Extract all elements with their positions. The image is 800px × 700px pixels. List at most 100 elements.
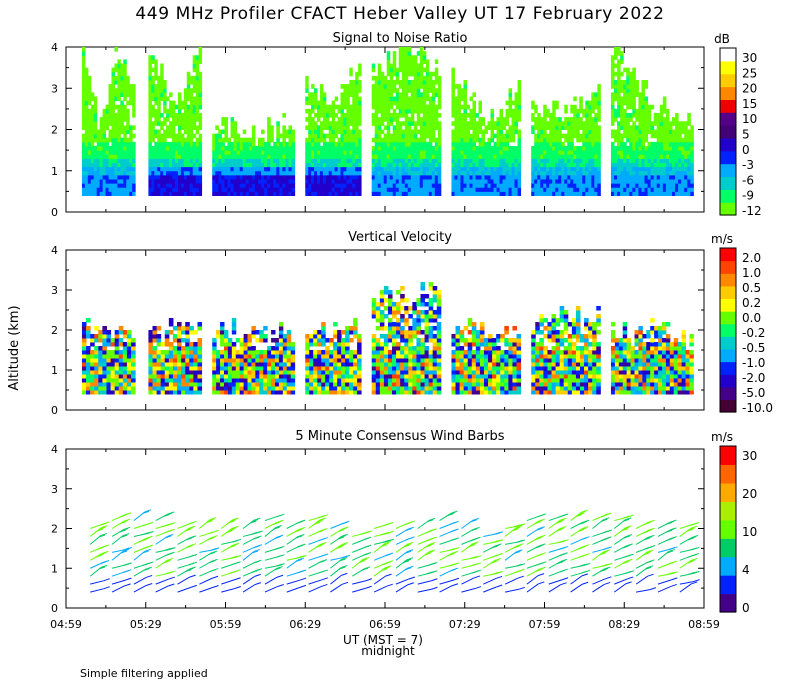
- wind-barb-flag: [603, 517, 610, 521]
- wind-barb-flag: [559, 553, 566, 557]
- colorbar-label: -5.0: [742, 386, 765, 400]
- wind-barb-flag: [210, 517, 217, 521]
- wind-barb: [330, 583, 343, 593]
- wind-barb: [177, 576, 190, 585]
- wind-barb-flag: [142, 550, 149, 554]
- colorbar-label: 0.0: [742, 311, 761, 325]
- wind-barb-flag: [425, 544, 432, 548]
- wind-barb-flag: [559, 517, 567, 521]
- wind-barb-flag: [451, 510, 458, 514]
- wind-barb-flag: [514, 550, 521, 554]
- wind-barb-flag: [686, 528, 694, 532]
- colorbar-swatch: [720, 176, 736, 190]
- wind-barb-flag: [516, 539, 523, 543]
- wind-barb: [657, 585, 671, 593]
- wind-barb-flag: [452, 577, 460, 581]
- wind-barb-flag: [360, 531, 368, 535]
- colorbar-swatch: [720, 336, 736, 350]
- wind-barb-flag: [228, 528, 235, 532]
- panel-title-1: Signal to Noise Ratio: [333, 31, 468, 46]
- colorbar-swatch: [720, 48, 736, 62]
- wind-barb-flag: [559, 546, 566, 550]
- colorbar-label: -10.0: [742, 401, 773, 415]
- wind-barb-flag: [319, 537, 326, 541]
- wind-barb: [199, 577, 213, 585]
- wind-barb-flag: [362, 545, 370, 549]
- wind-barb-flag: [254, 517, 261, 521]
- wind-barb-flag: [517, 575, 524, 579]
- wind-barb-flag: [337, 536, 344, 540]
- wind-barb-flag: [538, 581, 545, 585]
- wind-barbs: [89, 509, 700, 593]
- wind-barb-flag: [100, 532, 108, 536]
- wind-barb: [90, 588, 104, 593]
- wind-barb-flag: [450, 521, 457, 525]
- wind-barb-flag: [625, 581, 632, 585]
- wind-barb-flag: [536, 527, 543, 531]
- y-tick-label: 3: [51, 284, 58, 297]
- wind-barb-flag: [622, 515, 630, 519]
- wind-barb-flag: [428, 549, 436, 553]
- wind-barb-flag: [624, 559, 631, 563]
- wind-barb-flag: [313, 522, 320, 526]
- wind-barb-flag: [403, 544, 410, 548]
- wind-barb-flag: [95, 547, 103, 551]
- wind-barb: [242, 575, 255, 585]
- colorbar-frame-2: [719, 247, 737, 413]
- wind-barb-flag: [690, 525, 698, 529]
- wind-barb-flag: [623, 526, 630, 530]
- wind-barb-flag: [321, 577, 329, 581]
- colorbar-swatch: [720, 73, 736, 88]
- y-tick-label: 4: [51, 244, 58, 257]
- wind-barb-flag: [404, 550, 412, 554]
- wind-barb: [395, 578, 410, 585]
- wind-barb-flag: [272, 522, 280, 525]
- wind-barb-flag: [165, 552, 173, 556]
- wind-barb: [548, 584, 561, 593]
- wind-barb: [526, 583, 539, 593]
- wind-barb-flag: [560, 525, 567, 529]
- wind-barb-flag: [582, 581, 589, 585]
- wind-barb-flag: [339, 558, 346, 562]
- wind-barb-flag: [100, 561, 107, 564]
- colorbar-label: 15: [742, 97, 757, 111]
- wind-barb-flag: [408, 576, 416, 580]
- wind-barb-flag: [321, 583, 328, 587]
- wind-barb-flag: [470, 556, 477, 560]
- colorbar-label: -3: [742, 158, 754, 172]
- wind-barb-flag: [119, 521, 126, 525]
- wind-barb-flag: [402, 560, 410, 564]
- wind-barb-flag: [559, 569, 566, 573]
- wind-barb-flag: [581, 509, 588, 513]
- colorbar-swatch: [720, 482, 736, 502]
- wind-barb-flag: [164, 571, 171, 575]
- wind-barb-flag: [469, 538, 476, 542]
- wind-barb-flag: [429, 542, 436, 545]
- y-tick-label: 3: [51, 82, 58, 95]
- wind-barb-flag: [621, 561, 629, 565]
- wind-barb-flag: [122, 548, 130, 552]
- x-axis-sublabel: midnight: [361, 644, 415, 658]
- wind-barb-flag: [557, 519, 565, 523]
- wind-barb-flag: [627, 576, 634, 580]
- wind-barb-flag: [188, 562, 195, 566]
- wind-barb-flag: [599, 569, 607, 573]
- wind-barb-flag: [339, 566, 346, 570]
- wind-barb-flag: [555, 528, 563, 532]
- colorbar-swatch: [720, 260, 736, 274]
- colorbar-label: 25: [742, 66, 757, 80]
- wind-barb-flag: [253, 548, 261, 552]
- wind-barb-flag: [472, 570, 479, 574]
- wind-barb-flag: [492, 559, 499, 563]
- wind-barb-flag: [317, 519, 324, 522]
- colorbar-swatch: [720, 202, 736, 216]
- colorbar-label: -6: [742, 173, 754, 187]
- wind-barb-flag: [315, 544, 323, 548]
- wind-barb: [679, 581, 694, 585]
- wind-barb: [417, 580, 432, 585]
- wind-barb-flag: [645, 566, 652, 570]
- wind-barb-flag: [473, 526, 480, 530]
- wind-barb-flag: [407, 541, 414, 545]
- wind-barb-flag: [511, 528, 519, 532]
- wind-barb-flag: [124, 583, 131, 587]
